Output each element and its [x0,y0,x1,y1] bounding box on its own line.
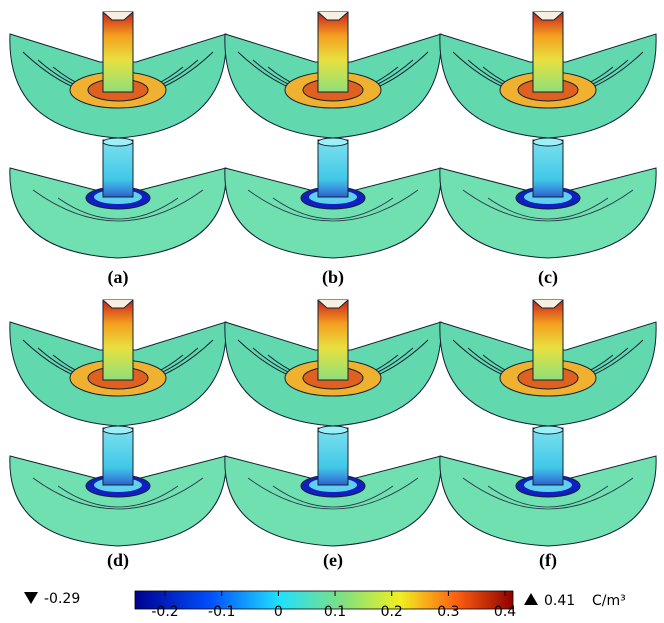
tick-label: 0 [274,604,283,620]
max-marker [524,593,538,605]
tick-label: 0.3 [437,604,459,620]
min-label: -0.29 [44,591,80,607]
unit-label: C/m³ [592,593,626,609]
tick-label: 0.4 [494,604,516,620]
panel-label: (f) [539,550,557,571]
figure: (a) (b) (c) (d) (e) (f) -0.29 0.41 C/m³ … [0,0,664,623]
panel-label: (e) [323,550,343,571]
panel-label: (a) [108,267,129,288]
tick-label: -0.1 [208,604,235,620]
min-marker [24,592,38,604]
panel-label: (c) [538,267,558,288]
panel-label: (d) [107,550,129,571]
panel-label: (b) [322,267,344,288]
tick-label: 0.2 [381,604,403,620]
tick-label: -0.2 [151,604,178,620]
max-label: 0.41 [544,593,575,609]
tick-label: 0.1 [324,604,346,620]
